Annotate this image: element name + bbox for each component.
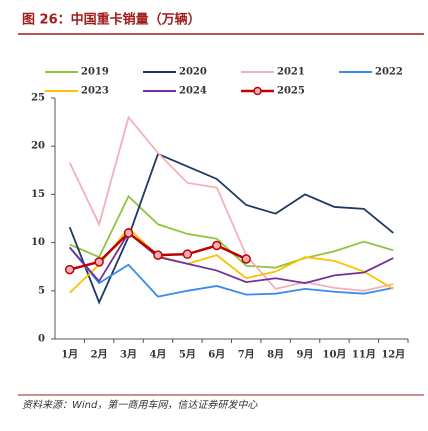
legend-label: 2021 xyxy=(277,67,305,78)
legend-label: 2019 xyxy=(81,67,109,78)
x-tick-label: 5月 xyxy=(179,349,196,361)
legend-label: 2024 xyxy=(179,86,207,97)
x-tick-label: 11月 xyxy=(352,349,376,361)
y-tick-label: 25 xyxy=(31,93,45,104)
chart-title: 图 26：中国重卡销量（万辆） xyxy=(22,12,201,28)
legend-marker xyxy=(253,86,262,96)
y-tick-label: 5 xyxy=(38,285,45,296)
series-marker xyxy=(182,249,193,259)
series-line xyxy=(68,115,394,292)
series-marker xyxy=(94,257,104,267)
legend-label: 2022 xyxy=(375,67,403,78)
x-tick-label: 9月 xyxy=(297,349,314,361)
x-tick-label: 2月 xyxy=(91,349,108,361)
x-tick-label: 3月 xyxy=(120,349,137,361)
series-marker xyxy=(123,228,134,238)
x-tick-label: 12月 xyxy=(381,349,405,361)
series-marker xyxy=(241,254,251,264)
x-tick-label: 1月 xyxy=(61,349,78,361)
series-marker xyxy=(153,250,163,260)
legend-label: 2020 xyxy=(179,67,207,78)
series-line xyxy=(69,226,394,294)
y-tick-label: 15 xyxy=(31,189,45,200)
x-tick-label: 8月 xyxy=(267,349,284,361)
x-tick-label: 7月 xyxy=(238,349,255,361)
y-tick-label: 20 xyxy=(31,141,45,152)
source: 资料来源：Wind，第一商用车网，信达证券研发中心 xyxy=(22,399,258,411)
series-line xyxy=(69,231,394,285)
series-line xyxy=(69,246,394,298)
legend-label: 2023 xyxy=(81,86,109,97)
series-marker xyxy=(64,264,75,275)
y-tick-label: 0 xyxy=(38,334,45,345)
legend-label: 2025 xyxy=(277,86,305,97)
series-line xyxy=(68,152,394,305)
x-tick-label: 10月 xyxy=(322,349,346,361)
series-marker xyxy=(212,240,222,251)
y-tick-label: 10 xyxy=(31,237,45,248)
x-tick-label: 4月 xyxy=(149,349,166,361)
x-tick-label: 6月 xyxy=(208,349,225,361)
